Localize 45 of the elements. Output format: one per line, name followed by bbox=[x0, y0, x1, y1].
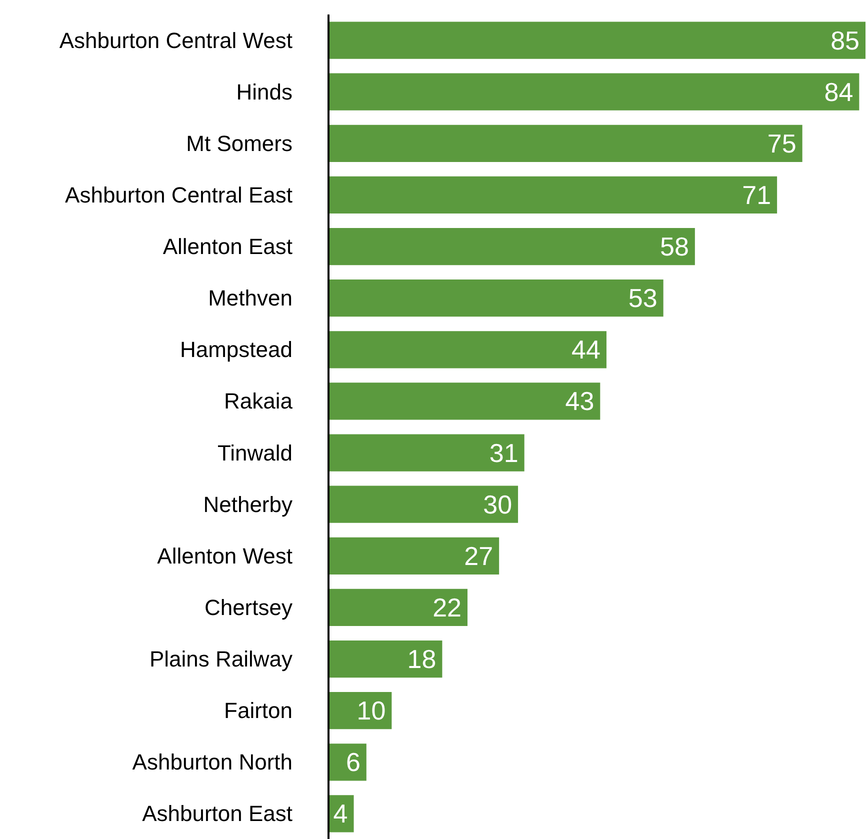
data-label: 18 bbox=[407, 644, 436, 674]
bar bbox=[328, 176, 778, 214]
data-label: 53 bbox=[628, 283, 658, 314]
data-label: 71 bbox=[742, 180, 772, 210]
y-tick-label: Hampstead bbox=[180, 337, 293, 362]
data-label: 22 bbox=[432, 592, 462, 622]
bar bbox=[328, 228, 695, 266]
bar bbox=[328, 280, 664, 317]
y-tick-label: Allenton West bbox=[157, 543, 293, 568]
y-tick-label: Methven bbox=[208, 286, 293, 311]
data-label: 27 bbox=[464, 540, 494, 571]
bar bbox=[328, 22, 866, 59]
data-label: 6 bbox=[346, 747, 360, 778]
data-label: 84 bbox=[824, 76, 854, 107]
data-label: 43 bbox=[565, 386, 594, 416]
y-tick-label: Ashburton North bbox=[132, 750, 293, 775]
bar bbox=[328, 434, 524, 472]
bar bbox=[328, 382, 600, 420]
y-tick-label: Tinwald bbox=[218, 440, 293, 466]
y-tick-label: Chertsey bbox=[204, 594, 293, 620]
y-tick-label: Netherby bbox=[203, 492, 293, 517]
y-tick-label: Ashburton East bbox=[142, 801, 293, 826]
y-tick-label: Mt Somers bbox=[186, 130, 293, 156]
data-label: 10 bbox=[356, 696, 386, 726]
bar bbox=[328, 73, 860, 110]
data-label: 75 bbox=[767, 128, 796, 158]
bar bbox=[328, 124, 802, 162]
y-tick-label: Rakaia bbox=[224, 388, 294, 414]
data-label: 85 bbox=[830, 25, 860, 56]
y-tick-label: Ashburton Central East bbox=[65, 182, 293, 208]
y-tick-label: Hinds bbox=[236, 79, 293, 104]
data-label: 31 bbox=[489, 438, 518, 468]
bar bbox=[328, 486, 518, 523]
bar bbox=[328, 537, 500, 574]
data-label: 58 bbox=[660, 232, 689, 262]
data-label: 30 bbox=[483, 489, 512, 520]
y-tick-label: Ashburton Central West bbox=[59, 28, 293, 53]
bar bbox=[328, 331, 606, 368]
data-label: 4 bbox=[333, 798, 348, 829]
data-label: 44 bbox=[572, 334, 600, 365]
bar bbox=[328, 588, 468, 626]
y-tick-label: Allenton East bbox=[162, 234, 293, 260]
y-tick-label: Fairton bbox=[224, 698, 293, 724]
y-tick-label: Plains Railway bbox=[149, 646, 293, 672]
bar bbox=[328, 640, 442, 678]
